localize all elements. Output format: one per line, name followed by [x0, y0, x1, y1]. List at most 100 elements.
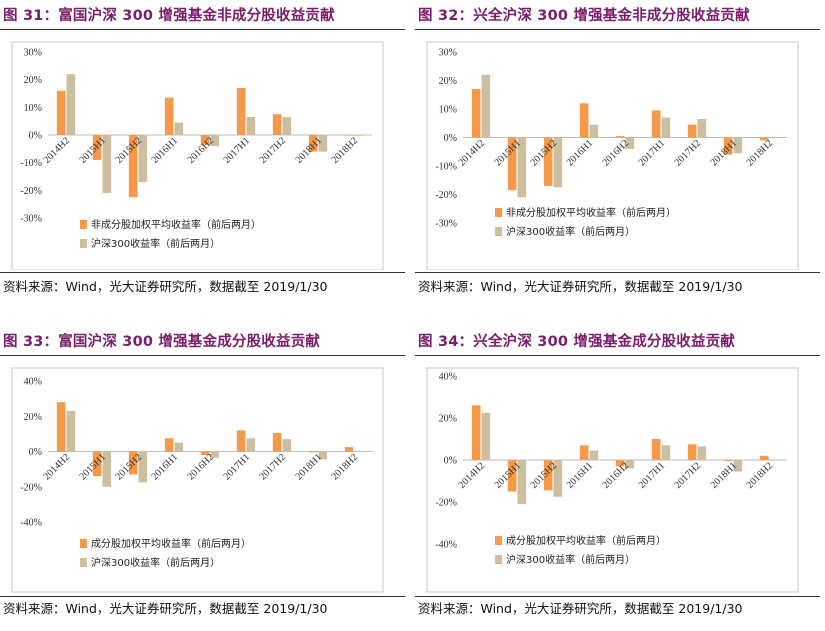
legend-label: 成分股加权平均收益率（前后两月）	[91, 537, 251, 550]
source-note: 资料来源：Wind，光大证券研究所，数据截至 2019/1/30	[418, 601, 743, 616]
bar-series-1	[56, 402, 66, 452]
y-tick-label: 0%	[444, 456, 457, 467]
y-tick-label: 20%	[439, 76, 457, 87]
bar-series-2	[661, 445, 671, 460]
legend-swatch	[80, 558, 87, 567]
title-rule	[415, 355, 820, 356]
bar-series-2	[625, 460, 635, 469]
legend-label: 沪深300收益率（前后两月）	[91, 237, 220, 250]
y-tick-label: 40%	[439, 372, 457, 383]
bar-series-2	[138, 451, 148, 483]
y-tick-label: 10%	[24, 103, 42, 114]
bar-series-2	[282, 117, 292, 135]
x-tick-label: 2017H2	[673, 460, 704, 491]
bar-series-1	[759, 137, 769, 141]
bar-series-2	[697, 446, 707, 460]
bar-series-2	[517, 137, 527, 198]
legend-label: 非成分股加权平均收益率（前后两月）	[91, 218, 261, 231]
x-tick-label: 2017H2	[258, 135, 289, 166]
chart-33: 40%20%0%-20%-40%2014H2 2015H1 2015H2 2016H1…	[11, 367, 384, 593]
bar-series-2	[246, 117, 256, 135]
figure-31-panel: 图 31：富国沪深 300 增强基金非成分股收益贡献 30% 20% 10% 0% -1…	[0, 0, 405, 305]
bar-series-1	[723, 137, 733, 155]
bar-series-2	[769, 137, 779, 139]
bar-series-2	[210, 451, 220, 458]
bar-series-1	[615, 460, 625, 467]
x-tick-label: 2016H2	[186, 135, 217, 166]
bar-series-2	[697, 118, 707, 138]
bar-series-1	[344, 135, 354, 136]
x-tick-label: 2017H1	[222, 452, 253, 483]
bar-series-1	[579, 445, 589, 460]
y-tick-label: 20%	[24, 412, 42, 423]
bar-series-2	[733, 460, 743, 472]
figure-33-panel: 图 33：富国沪深 300 增强基金成分股收益贡献 40% 20% 0% -20% -4…	[0, 326, 405, 631]
y-tick-label: 0%	[444, 133, 457, 144]
bar-series-1	[236, 430, 246, 452]
figure-title: 图 34：兴全沪深 300 增强基金成分股收益贡献	[418, 334, 736, 350]
source-rule	[415, 596, 820, 597]
legend-swatch	[80, 239, 87, 248]
bar-series-2	[733, 137, 743, 154]
y-tick-label: 30%	[439, 48, 457, 59]
bar-series-2	[481, 412, 491, 460]
bar-series-2	[354, 135, 364, 136]
bar-series-1	[507, 460, 517, 492]
bar-series-2	[282, 439, 292, 452]
bar-series-2	[318, 451, 328, 460]
x-tick-label: 2017H2	[258, 452, 289, 483]
source-rule	[0, 272, 405, 273]
source-rule	[0, 596, 405, 597]
legend-swatch	[495, 208, 502, 217]
x-tick-label: 2016H1	[565, 138, 596, 169]
bar-series-1	[236, 87, 246, 135]
bar-series-2	[174, 442, 184, 452]
bar-series-1	[200, 135, 210, 145]
bar-series-2	[102, 451, 112, 487]
title-rule	[0, 355, 405, 356]
x-tick-label: 2017H1	[637, 460, 668, 491]
y-tick-label: 40%	[24, 377, 42, 388]
y-tick-label: -20%	[435, 190, 457, 201]
figure-32-panel: 图 32：兴全沪深 300 增强基金非成分股收益贡献 30% 20% 10% 0% -1…	[415, 0, 820, 305]
legend-swatch	[495, 555, 502, 564]
bar-series-1	[164, 438, 174, 452]
source-note: 资料来源：Wind，光大证券研究所，数据截至 2019/1/30	[418, 279, 743, 294]
y-tick-label: -20%	[20, 482, 42, 493]
bar-series-1	[344, 447, 354, 452]
y-tick-label: -30%	[435, 219, 457, 230]
bar-series-2	[625, 137, 635, 149]
figure-34-panel: 图 34：兴全沪深 300 增强基金成分股收益贡献 40% 20% 0% -20% -4…	[415, 326, 820, 631]
bar-series-1	[471, 405, 481, 460]
bar-series-1	[651, 439, 661, 460]
bar-series-2	[553, 137, 563, 188]
plot-frame	[11, 41, 384, 270]
y-tick-label: -20%	[435, 498, 457, 509]
legend-swatch	[495, 227, 502, 236]
x-tick-label: 2014H2	[42, 452, 73, 483]
bar-series-1	[272, 114, 282, 135]
x-tick-label: 2018H2	[745, 460, 776, 491]
bar-series-2	[66, 74, 76, 135]
bar-series-1	[92, 135, 102, 160]
y-tick-label: -10%	[435, 162, 457, 173]
bar-series-1	[128, 135, 138, 198]
source-note: 资料来源：Wind，光大证券研究所，数据截至 2019/1/30	[3, 279, 328, 294]
y-tick-label: -40%	[435, 540, 457, 551]
y-tick-label: 30%	[24, 48, 42, 59]
bar-series-1	[308, 135, 318, 152]
bar-series-2	[318, 135, 328, 152]
source-note: 资料来源：Wind，光大证券研究所，数据截至 2019/1/30	[3, 601, 328, 616]
bar-series-1	[308, 451, 318, 453]
source-rule	[415, 272, 820, 273]
bar-series-1	[543, 137, 553, 186]
title-rule	[0, 29, 405, 30]
figure-title: 图 32：兴全沪深 300 增强基金非成分股收益贡献	[418, 8, 750, 24]
bar-series-2	[210, 135, 220, 147]
figure-title: 图 31：富国沪深 300 增强基金非成分股收益贡献	[3, 8, 335, 24]
legend-label: 非成分股加权平均收益率（前后两月）	[506, 206, 676, 219]
bar-series-1	[543, 460, 553, 491]
bar-series-1	[471, 89, 481, 138]
y-tick-label: -20%	[20, 186, 42, 197]
chart-31: 30%20%10%0%-10%-20%-30%2014H2 2015H1 2015H…	[11, 41, 384, 270]
